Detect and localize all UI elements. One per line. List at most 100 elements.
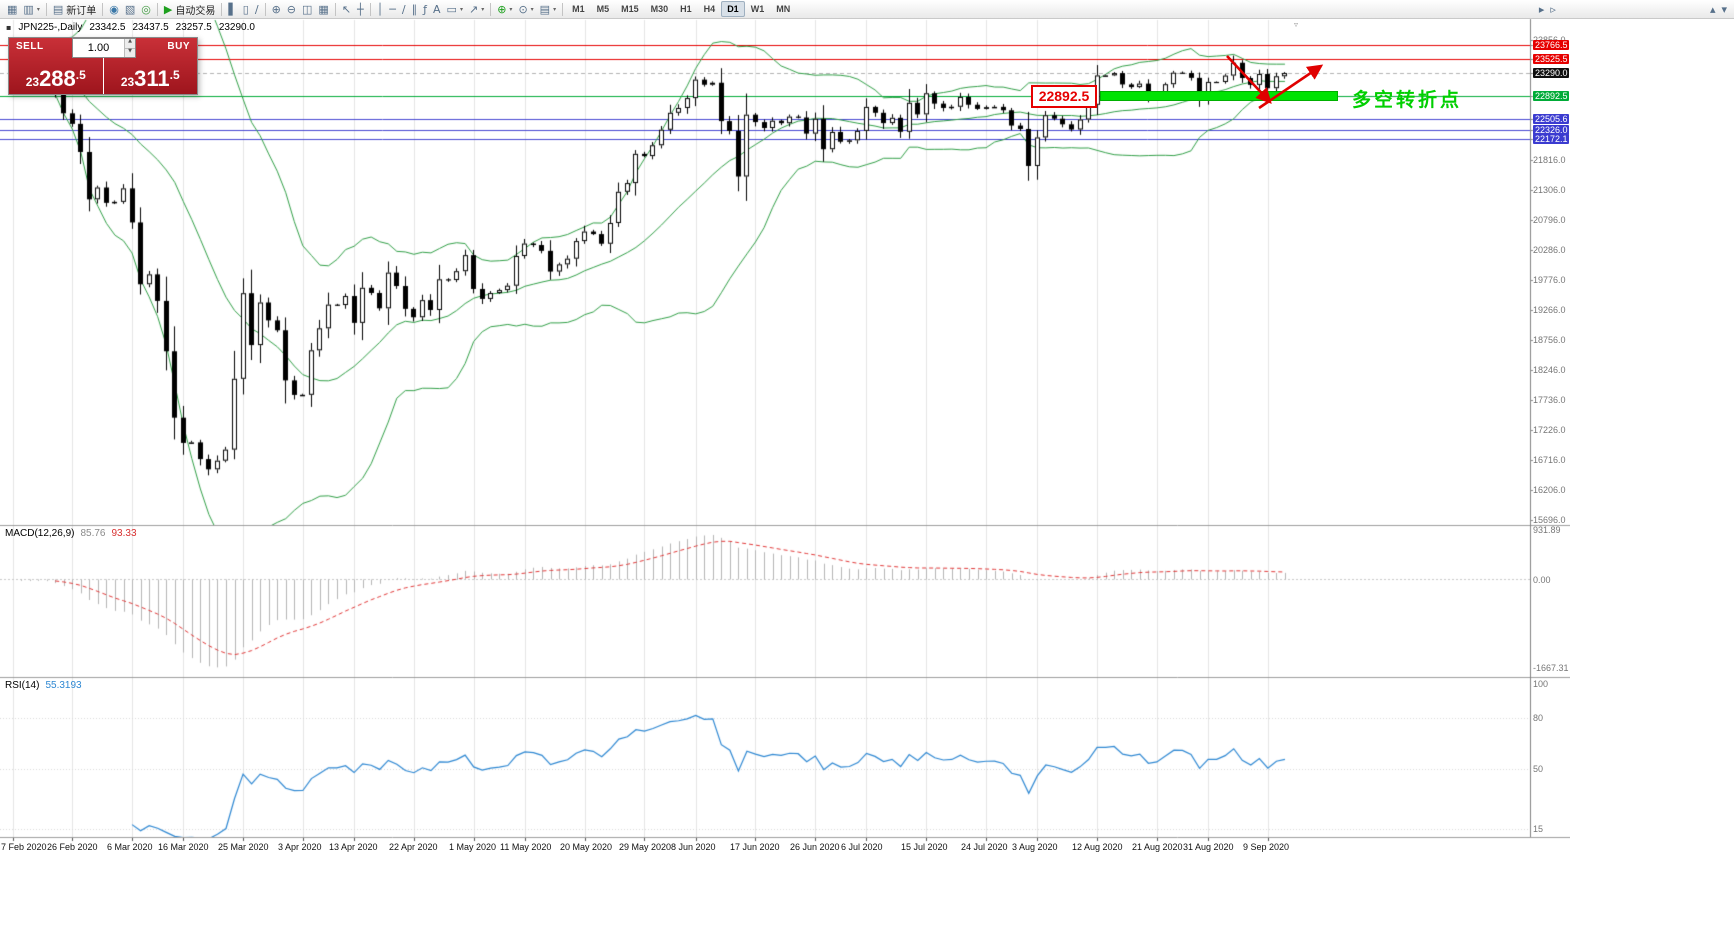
toolbar-separator xyxy=(102,2,104,16)
horizontal-line-icon: ─ xyxy=(389,2,396,16)
tile-windows-icon[interactable]: ◫ xyxy=(299,1,315,18)
shapes-icon[interactable]: ▭ ▾ xyxy=(444,1,466,18)
volume-input[interactable] xyxy=(73,39,124,57)
zoom-out-icon[interactable]: ⊖ xyxy=(284,1,299,18)
chevron-down-icon: ▾ xyxy=(36,5,40,13)
arrow-tool-icon[interactable]: ↗ ▾ xyxy=(466,1,487,18)
crosshair-icon: ┼ xyxy=(357,2,364,16)
chart-shift-icon[interactable]: ▸ xyxy=(1536,1,1548,18)
new-chart-icon: ▦ xyxy=(7,2,18,16)
macd-value: 85.76 xyxy=(80,528,106,539)
templates-icon: ▤ xyxy=(539,2,551,16)
pivot-price-box: 22892.5 xyxy=(1031,85,1097,108)
fibonacci-icon: ƒ xyxy=(423,2,428,16)
cursor-icon: ↖ xyxy=(341,2,352,16)
data-window-icon: ▧ xyxy=(124,2,136,16)
arrow-tool-icon: ↗ xyxy=(468,2,479,16)
timeframe-m30-button[interactable]: M30 xyxy=(650,4,669,14)
buy-button[interactable]: BUY 23311.5 xyxy=(103,38,197,94)
bar-chart-icon: ▌ xyxy=(228,2,237,16)
cursor-icon[interactable]: ↖ xyxy=(339,1,354,18)
cascade-windows-icon[interactable]: ▦ xyxy=(315,1,331,18)
zoom-in-icon[interactable]: ⊕ xyxy=(269,1,284,18)
timeframe-h4-button[interactable]: H4 xyxy=(703,4,716,14)
toolbar-separator xyxy=(45,2,47,16)
autotrade-button[interactable]: ▶ 自动交易 xyxy=(161,1,218,18)
periods-icon[interactable]: ⊙ ▾ xyxy=(515,1,536,18)
chart-symbol-period: JPN225-,Daily xyxy=(18,22,83,33)
toolbar-separator xyxy=(221,2,223,16)
volume-stepper: ▲ ▼ xyxy=(124,39,135,57)
volume-increase-button[interactable]: ▲ xyxy=(125,39,135,48)
line-chart-icon[interactable]: ∕ xyxy=(252,1,262,18)
new-chart-icon[interactable]: ▦ xyxy=(4,1,20,18)
new-order-button-label: 新订单 xyxy=(66,5,97,17)
candlestick-chart-icon[interactable]: ▯ xyxy=(240,1,252,18)
tile-windows-icon: ◫ xyxy=(302,2,313,16)
macd-indicator-title: MACD(12,26,9) 85.76 93.33 xyxy=(5,528,137,539)
buy-label: BUY xyxy=(167,41,190,52)
autotrade-button-label: 自动交易 xyxy=(175,5,216,17)
indicators-icon[interactable]: ⊕ ▾ xyxy=(494,1,515,18)
chart-canvas[interactable] xyxy=(0,0,1570,860)
text-tool-icon[interactable]: A xyxy=(430,1,444,18)
toolbar-separator xyxy=(334,2,336,16)
chart-profiles-icon: ▥ xyxy=(23,2,34,16)
chart-title-bar: ▪ JPN225-,Daily 23342.5 23437.5 23257.5 … xyxy=(6,22,255,33)
timeframe-h1-button[interactable]: H1 xyxy=(680,4,692,14)
channel-icon[interactable]: ∥ xyxy=(409,1,421,18)
rsi-name: RSI(14) xyxy=(5,680,40,691)
timeframe-d1-button[interactable]: D1 xyxy=(721,1,745,17)
terminal-icon: ◎ xyxy=(141,2,151,16)
chart-high-value: 23437.5 xyxy=(132,22,169,33)
zoom-out-icon: ⊖ xyxy=(286,2,297,16)
templates-icon[interactable]: ▤ ▾ xyxy=(537,1,559,18)
scroll-down-icon[interactable]: ▾ xyxy=(1718,1,1730,18)
autoscroll-icon[interactable]: ▹ xyxy=(1547,1,1559,18)
chevron-down-icon: ▾ xyxy=(459,5,463,13)
crosshair-icon[interactable]: ┼ xyxy=(354,1,367,18)
autotrade-icon: ▶ xyxy=(163,2,173,16)
scroll-up-icon: ▴ xyxy=(1709,2,1716,16)
line-chart-icon: ∕ xyxy=(254,2,259,16)
toolbar-separator xyxy=(369,2,371,16)
toolbar-separator xyxy=(156,2,158,16)
indicators-icon: ⊕ xyxy=(497,2,507,16)
timeframe-m1-button[interactable]: M1 xyxy=(572,4,585,14)
timeframe-mn-button[interactable]: MN xyxy=(776,4,791,14)
rsi-indicator-title: RSI(14) 55.3193 xyxy=(5,680,82,691)
horizontal-line-icon[interactable]: ─ xyxy=(386,1,399,18)
data-window-icon[interactable]: ▧ xyxy=(122,1,138,18)
sell-price: 23288.5 xyxy=(25,66,86,91)
rsi-value: 55.3193 xyxy=(45,680,82,691)
volume-box: ▲ ▼ xyxy=(72,38,136,58)
channel-icon: ∥ xyxy=(411,2,418,16)
text-tool-icon: A xyxy=(433,2,441,16)
macd-signal-value: 93.33 xyxy=(111,528,137,539)
chevron-down-icon: ▾ xyxy=(530,5,534,13)
volume-decrease-button[interactable]: ▼ xyxy=(125,47,135,57)
trendline-icon: ∕ xyxy=(401,2,406,16)
new-order-button[interactable]: ▤ 新订单 xyxy=(50,1,99,18)
timeframe-m15-button[interactable]: M15 xyxy=(621,4,639,14)
chart-shift-icon: ▸ xyxy=(1538,2,1545,16)
chevron-down-icon: ▾ xyxy=(553,5,557,13)
timeframe-m5-button[interactable]: M5 xyxy=(596,4,610,14)
bar-chart-icon[interactable]: ▌ xyxy=(225,1,239,18)
toolbar-separator xyxy=(562,2,564,16)
scroll-up-icon[interactable]: ▴ xyxy=(1707,1,1719,18)
timeframe-w1-button[interactable]: W1 xyxy=(750,4,765,14)
terminal-icon[interactable]: ◎ xyxy=(138,1,154,18)
vertical-line-icon[interactable]: │ xyxy=(374,1,387,18)
fibonacci-icon[interactable]: ƒ xyxy=(420,1,430,18)
chart-open-value: 23342.5 xyxy=(89,22,126,33)
pivot-annotation-text: 多空转折点 xyxy=(1352,90,1463,111)
main-toolbar: ▦ ▥ ▾ ▤ 新订单 ◉ ▧ ◎ ▶ 自动交易 ▌ ▯ ∕ ⊕ ⊖ ◫ ▦ ↖ ┼ │ ─ ∕ ∥ ƒ A ▭ ▾ ↗ ▾ ⊕ ▾ ⊙ ▾ ▤ ▾… xyxy=(0,0,1734,19)
chevron-down-icon: ▾ xyxy=(481,5,485,13)
autoscroll-icon: ▹ xyxy=(1550,2,1556,16)
chart-profiles-icon[interactable]: ▥ ▾ xyxy=(20,1,42,18)
chevron-down-icon: ▾ xyxy=(509,5,513,13)
toolbar-separator xyxy=(490,2,492,16)
market-watch-icon[interactable]: ◉ xyxy=(106,1,122,18)
trendline-icon[interactable]: ∕ xyxy=(399,1,409,18)
